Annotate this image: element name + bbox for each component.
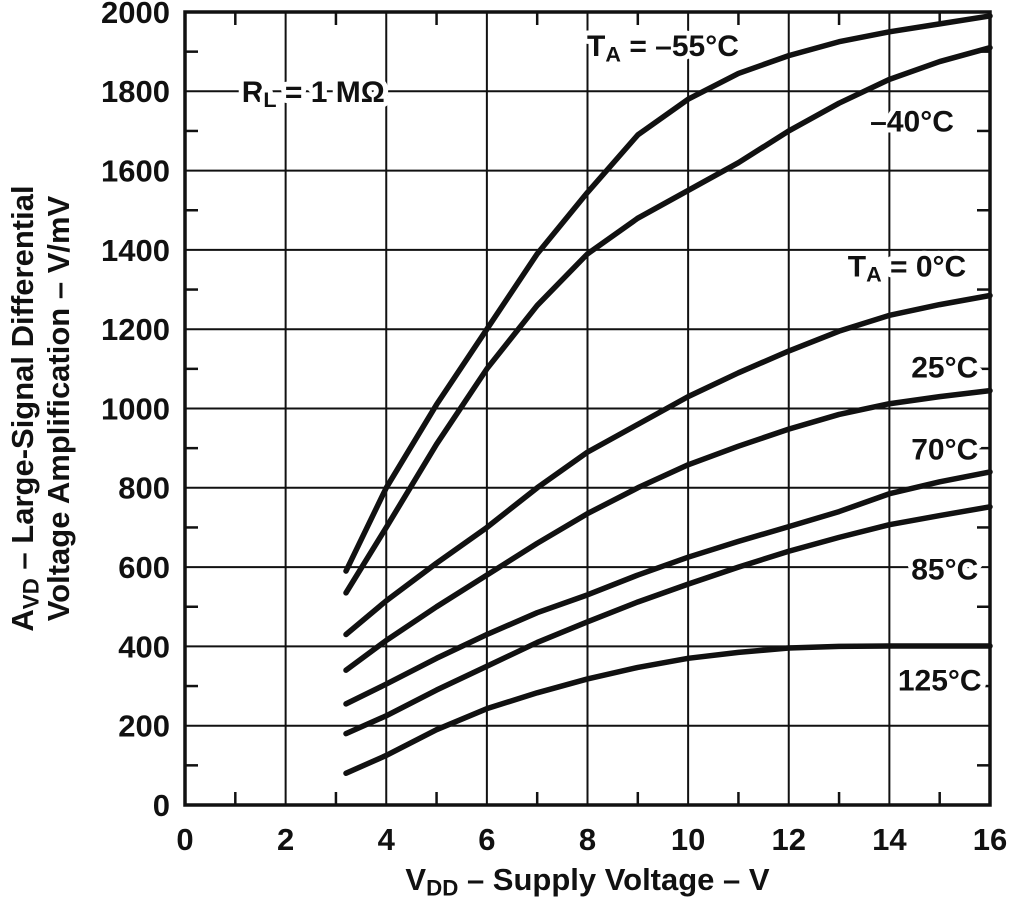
gridlines <box>185 12 990 805</box>
y-tick-label: 0 <box>153 788 170 823</box>
condition-annotation: RL = 1 MΩ <box>242 76 385 112</box>
curves <box>343 13 993 777</box>
curve-label: 25°C <box>911 351 978 384</box>
plot-border <box>183 10 992 807</box>
y-tick-label: 400 <box>118 629 170 664</box>
x-tick-label: 6 <box>478 822 495 857</box>
curve-label: 85°C <box>911 554 978 587</box>
minor-ticks <box>185 12 990 805</box>
x-tick-label: 2 <box>277 822 294 857</box>
x-tick-label: 8 <box>579 822 596 857</box>
x-tick-label: 12 <box>772 822 806 857</box>
x-tick-label: 14 <box>872 822 907 857</box>
curve-ta-55-c <box>343 13 993 574</box>
curve-125-c <box>343 643 993 777</box>
x-tick-label: 0 <box>176 822 193 857</box>
y-tick-label: 1000 <box>101 391 170 426</box>
y-tick-label: 600 <box>118 550 170 585</box>
x-axis-title: VDD – Supply Voltage – V <box>405 862 769 901</box>
y-tick-label: 1800 <box>101 74 170 109</box>
x-tick-label: 4 <box>378 822 396 857</box>
y-tick-label: 1400 <box>101 233 170 268</box>
curve-labels: TA = –55°C –40°C TA = 0°C 25°C 70°C 85°C 125°C… <box>237 25 987 702</box>
curve-label: TA = –55°C <box>587 30 739 66</box>
curve-label: 70°C <box>911 433 978 466</box>
y-tick-label: 800 <box>118 471 170 506</box>
tick-labels: 0 2 4 6 8 10 12 14 16 0 200 400 600 800 1000 1200 1400 16… <box>101 0 1007 857</box>
curve-label: –40°C <box>870 106 954 139</box>
y-tick-label: 1200 <box>101 312 170 347</box>
y-tick-label: 1600 <box>101 153 170 188</box>
y-axis-title-line2: Voltage Amplification – V/mV <box>41 195 76 621</box>
curve-ta-0-c <box>343 292 993 638</box>
x-tick-label: 16 <box>973 822 1007 857</box>
curve-85-c <box>343 504 993 737</box>
curve-label: 125°C <box>898 665 982 698</box>
y-tick-label: 2000 <box>101 0 170 30</box>
curve-70-c <box>343 469 993 707</box>
axis-titles: VDD – Supply Voltage – V AVD – Large-Sign… <box>5 185 770 900</box>
y-tick-label: 200 <box>118 709 170 744</box>
x-tick-label: 10 <box>671 822 705 857</box>
y-axis-title-line1: AVD – Large-Signal Differential <box>5 185 44 631</box>
curve-40-c <box>343 44 993 596</box>
curve-25-c <box>343 387 993 673</box>
curve-label: TA = 0°C <box>848 250 966 286</box>
